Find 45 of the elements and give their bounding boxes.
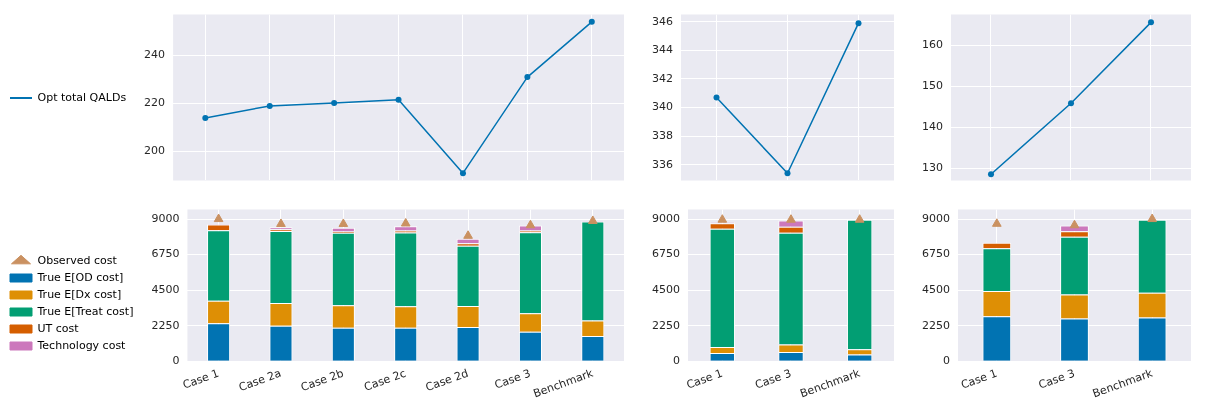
x-tick-label: Case 3 — [492, 366, 533, 392]
y-tick-label: 200 — [144, 144, 166, 158]
legend-label: True E[OD cost] — [36, 270, 124, 284]
x-tick-label: Case 2a — [237, 366, 283, 394]
x-tick-label: Case 1 — [180, 366, 221, 392]
y-tick-label: 140 — [922, 120, 943, 134]
x-tick-label: Case 2b — [299, 366, 346, 395]
y-tick-label: 2250 — [651, 318, 680, 332]
y-tick-label: 220 — [144, 96, 166, 110]
y-tick-label: 0 — [942, 354, 950, 368]
y-tick-label: 9000 — [921, 211, 950, 225]
legend-label: Technology cost — [36, 338, 127, 352]
legend-label: True E[Treat cost] — [36, 304, 134, 318]
y-tick-label: 6750 — [151, 247, 180, 261]
x-tick-label: Case 3 — [753, 366, 793, 392]
legend-label: Observed cost — [37, 253, 118, 267]
x-tick-label: Case 2d — [423, 366, 471, 395]
y-tick-label: 160 — [922, 38, 943, 52]
y-tick-label: 2250 — [151, 318, 180, 332]
y-tick-label: 150 — [922, 79, 943, 93]
y-tick-label: 9000 — [651, 211, 680, 225]
legend-label: UT cost — [37, 321, 80, 335]
y-tick-label: 240 — [144, 48, 166, 62]
y-tick-label: 344 — [652, 43, 673, 57]
y-tick-label: 336 — [652, 157, 673, 171]
y-tick-label: 338 — [652, 128, 673, 142]
y-tick-label: 2250 — [921, 318, 950, 332]
y-tick-label: 346 — [652, 14, 673, 28]
y-tick-label: 340 — [652, 100, 673, 114]
legend-label: True E[Dx cost] — [36, 287, 122, 301]
x-tick-label: Case 1 — [959, 366, 999, 392]
y-tick-label: 0 — [172, 354, 180, 368]
y-tick-label: 4500 — [651, 282, 680, 296]
x-tick-label: Case 3 — [1036, 366, 1077, 392]
y-tick-label: 9000 — [151, 211, 180, 225]
y-tick-label: 0 — [672, 354, 680, 368]
y-tick-label: 6750 — [921, 247, 950, 261]
y-tick-label: 6750 — [651, 247, 680, 261]
legend-label: Opt total QALDs — [37, 90, 127, 104]
x-tick-label: Case 1 — [684, 366, 725, 392]
y-tick-label: 130 — [922, 161, 943, 175]
y-tick-label: 4500 — [151, 282, 180, 296]
y-tick-label: 342 — [652, 71, 673, 85]
y-tick-label: 4500 — [921, 282, 950, 296]
x-tick-label: Case 2c — [362, 366, 408, 394]
